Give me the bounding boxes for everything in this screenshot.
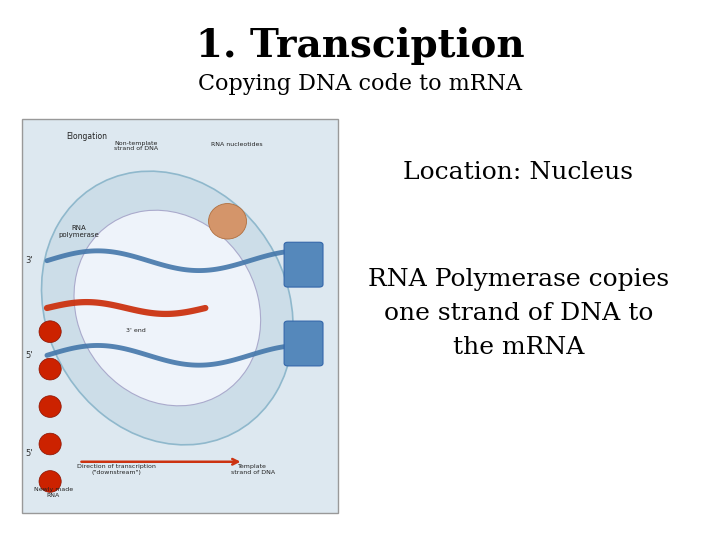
Ellipse shape xyxy=(74,210,261,406)
Text: Non-template
strand of DNA: Non-template strand of DNA xyxy=(114,140,158,151)
Text: 3': 3' xyxy=(25,256,33,265)
Ellipse shape xyxy=(42,171,293,445)
Text: Elongation: Elongation xyxy=(66,132,107,140)
Ellipse shape xyxy=(39,433,61,455)
Ellipse shape xyxy=(39,396,61,417)
FancyBboxPatch shape xyxy=(284,242,323,287)
Ellipse shape xyxy=(39,471,61,492)
Text: 1. Transciption: 1. Transciption xyxy=(196,27,524,65)
Text: 3' end: 3' end xyxy=(126,328,145,333)
Text: 5': 5' xyxy=(25,449,32,458)
Text: 5': 5' xyxy=(25,351,32,360)
FancyBboxPatch shape xyxy=(284,321,323,366)
Text: Newly made
RNA: Newly made RNA xyxy=(34,488,73,498)
Bar xyxy=(22,119,338,513)
Ellipse shape xyxy=(39,358,61,380)
Text: RNA
polymerase: RNA polymerase xyxy=(58,225,99,238)
Text: RNA Polymerase copies
one strand of DNA to
the mRNA: RNA Polymerase copies one strand of DNA … xyxy=(368,268,669,359)
Text: Direction of transcription
("downstream"): Direction of transcription ("downstream"… xyxy=(77,464,156,475)
Ellipse shape xyxy=(209,204,246,239)
Text: RNA nucleotides: RNA nucleotides xyxy=(211,143,263,147)
Text: Location: Nucleus: Location: Nucleus xyxy=(403,161,634,184)
Text: Template
strand of DNA: Template strand of DNA xyxy=(231,464,275,475)
Text: Copying DNA code to mRNA: Copying DNA code to mRNA xyxy=(198,73,522,95)
Ellipse shape xyxy=(39,321,61,342)
